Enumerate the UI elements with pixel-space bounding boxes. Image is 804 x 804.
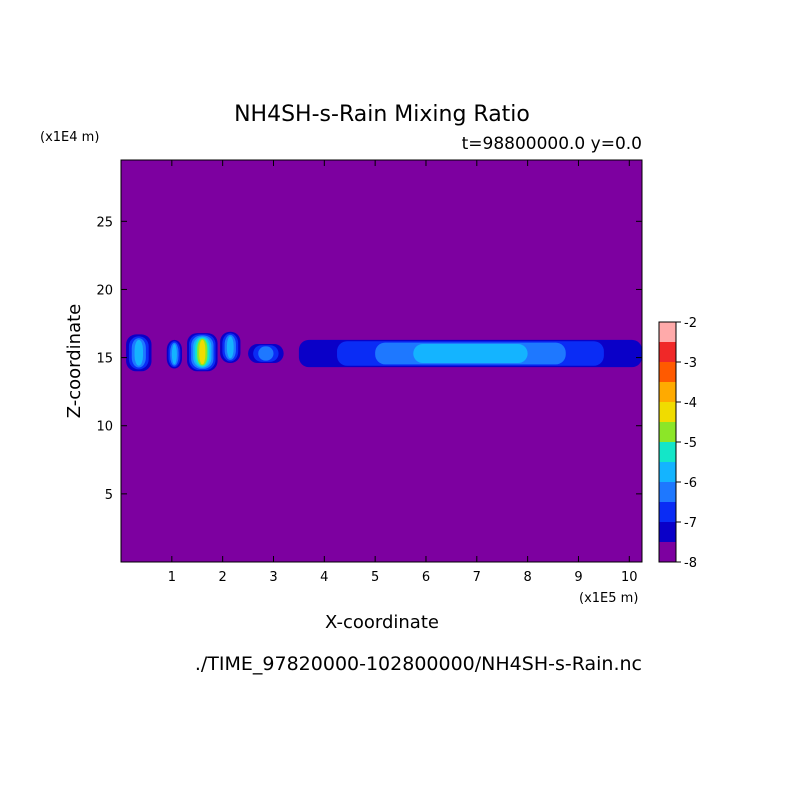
colorbar-swatch-8 (659, 382, 676, 402)
x-tick-label-0: 1 (168, 570, 176, 585)
y-tick-label-2: 15 (96, 352, 113, 367)
x-tick-label-4: 5 (371, 570, 379, 585)
x-tick-label-1: 2 (219, 570, 227, 585)
colorbar-swatch-7 (659, 402, 676, 422)
colorbar-tick-label-6: -8 (684, 556, 697, 571)
y-tick-label-0: 5 (105, 488, 113, 503)
colorbar-swatch-3 (659, 482, 676, 502)
x-tick-label-8: 9 (574, 570, 582, 585)
x-axis-label: X-coordinate (325, 612, 439, 633)
rain-feature-5-level-3 (413, 343, 528, 364)
x-tick-label-7: 8 (523, 570, 531, 585)
chart-subtitle: t=98800000.0 y=0.0 (462, 134, 642, 154)
y-tick-label-1: 10 (96, 420, 113, 435)
chart-title: NH4SH-s-Rain Mixing Ratio (234, 102, 530, 127)
y-axis-ticks: 5 10 15 20 25 (96, 215, 642, 503)
x-tick-label-2: 3 (269, 570, 277, 585)
plot-area (120, 159, 643, 563)
x-tick-label-6: 7 (473, 570, 481, 585)
colorbar-tick-label-3: -5 (684, 436, 697, 451)
rain-feature-4-level-2 (258, 346, 274, 361)
colorbar-swatch-11 (659, 322, 676, 342)
footer-path: ./TIME_97820000-102800000/NH4SH-s-Rain.n… (195, 653, 642, 675)
colorbar-tick-label-0: -2 (684, 316, 697, 331)
y-axis-label: Z-coordinate (64, 304, 85, 419)
rain-feature-3-level-3 (226, 336, 234, 359)
colorbar-tick-label-1: -3 (684, 356, 697, 371)
x-tick-label-9: 10 (621, 570, 638, 585)
plot-frame (120, 159, 643, 563)
colorbar-swatch-1 (659, 522, 676, 542)
colorbar-swatch-9 (659, 362, 676, 382)
y-scale-label: (x1E4 m) (40, 130, 99, 145)
x-tick-label-3: 4 (320, 570, 328, 585)
rain-features (126, 331, 642, 372)
colorbar-tick-label-4: -6 (684, 476, 697, 491)
x-tick-label-5: 6 (422, 570, 430, 585)
rain-feature-2-level-6 (199, 339, 206, 365)
colorbar-tick-label-5: -7 (684, 516, 697, 531)
colorbar: -2 -3 -4 -5 -6 -7 -8 (658, 316, 697, 571)
colorbar-swatch-5 (659, 442, 676, 462)
colorbar-swatch-0 (659, 542, 676, 562)
y-tick-label-4: 25 (96, 215, 113, 230)
colorbar-swatch-2 (659, 502, 676, 522)
y-tick-label-3: 20 (96, 283, 113, 298)
rain-feature-1-level-3 (171, 344, 177, 365)
x-axis-ticks: 1 2 3 4 5 6 7 8 9 10 (168, 160, 638, 585)
rain-feature-0-level-3 (134, 339, 144, 366)
colorbar-swatch-4 (659, 462, 676, 482)
x-scale-label: (x1E5 m) (579, 591, 638, 606)
colorbar-swatch-6 (659, 422, 676, 442)
colorbar-swatch-10 (659, 342, 676, 362)
colorbar-tick-label-2: -4 (684, 396, 697, 411)
